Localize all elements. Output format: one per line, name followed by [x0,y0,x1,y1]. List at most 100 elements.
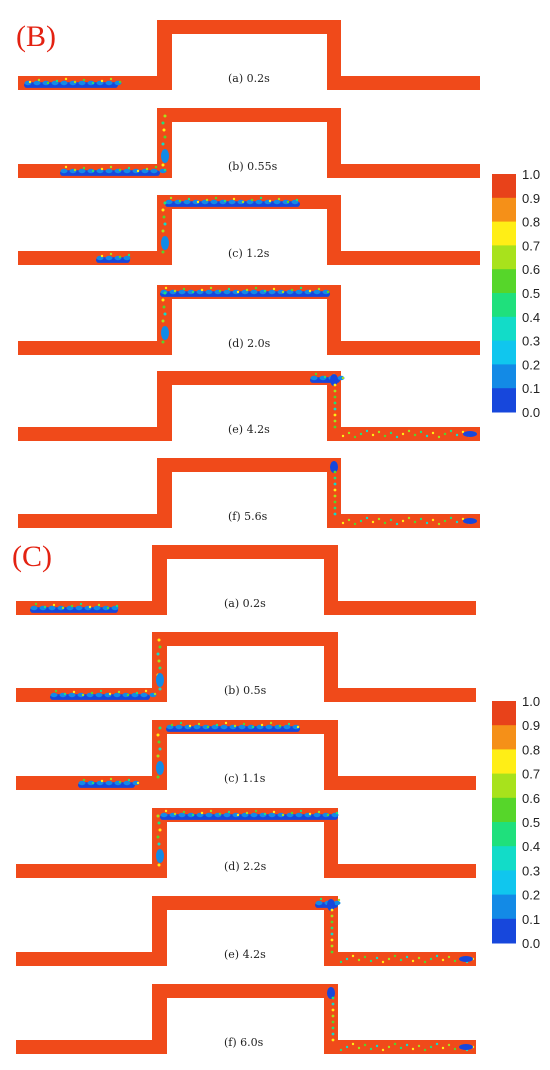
pipe-right-riser [324,896,338,966]
pipe-left-riser [157,285,172,355]
colorbar-tick: 0.0 [522,936,540,951]
gas-pocket-bottom [24,77,122,88]
gas-pocket-bottom [78,777,140,788]
colorbar-tick: 0.8 [522,215,540,230]
colorbar-tick: 0.3 [522,863,540,878]
pipe-left-riser [152,545,167,615]
frame-4: (d) 2.2s [16,808,476,878]
frame-caption: (e) 4.2s [228,423,270,436]
frame-1: (a) 0.2s [18,20,480,90]
gas-pocket-bottom [60,165,167,176]
colorbar-tick: 0.4 [522,839,540,854]
frame-caption: (d) 2.0s [228,337,271,350]
colorbar-tick: 0.4 [522,310,540,325]
colorbar-tick: 0.3 [522,334,540,349]
pipe-left-bar [18,427,172,441]
colorbar-segment [492,245,516,270]
colorbar-segment [492,364,516,389]
pipe-top-bar [152,632,338,646]
frame-caption: (d) 2.2s [224,860,267,873]
frame-1: (a) 0.2s [16,545,476,615]
frame-caption: (c) 1.2s [228,247,270,260]
colorbar-segment [492,870,516,896]
colorbar-segment [492,773,516,799]
colorbar-tick: 0.8 [522,742,540,757]
colorbar-tick: 0.7 [522,238,540,253]
colorbar-tick: 0.2 [522,357,540,372]
wall-bubbles-right [327,987,335,1042]
frame-6: (f) 5.6s [18,458,480,528]
pipe-left-riser [157,108,172,178]
colorbar-segment [492,701,516,726]
pipe-right-bar [327,76,480,90]
frame-6: (f) 6.0s [16,984,476,1054]
pipe-left-riser [152,896,167,966]
pipe-right-riser [327,195,341,265]
frame-5: (e) 4.2s [18,371,480,441]
frame-caption: (c) 1.1s [224,772,266,785]
pipe-right-riser [324,808,338,878]
colorbar-segment [492,822,516,847]
pipe-top-bar [157,371,341,385]
pipe-left-riser [157,20,172,90]
frame-5: (e) 4.2s [16,896,476,966]
colorbar-tick: 1.0 [522,167,540,182]
gas-pocket-top [166,721,300,732]
frame-caption: (b) 0.5s [224,684,267,697]
pipe-left-bar [16,1040,166,1054]
wall-bubbles-left [156,638,164,691]
pipe-right-bar [327,251,480,265]
pipe-left-riser [152,984,167,1054]
colorbar-tick: 0.7 [522,767,540,782]
colorbar-segment [492,894,516,920]
figure-label: (B) [16,20,56,53]
gas-pocket-bottom [50,689,157,700]
pipe-right-bar [327,164,480,178]
frame-caption: (a) 0.2s [224,597,266,610]
dispersed-bubbles [339,1042,475,1052]
frame-caption: (e) 4.2s [224,948,266,961]
colorbar-tick: 0.2 [522,888,540,903]
colorbar: 1.0 0.9 0.8 0.7 0.6 0.5 0.4 0.3 0.2 0.1 0.0 [492,167,540,420]
pipe-right-riser [327,108,341,178]
pipe-right-bar [324,601,476,615]
colorbar-segment [492,797,516,823]
pipe-top-bar [152,896,338,910]
pipe-right-riser [327,371,341,441]
pipe-right-riser [327,20,341,90]
frame-2: (b) 0.55s [18,108,480,178]
gas-pocket-top [160,809,339,820]
pipe-left-bar [18,251,172,265]
colorbar-tick: 1.0 [522,694,540,709]
pipe-right-riser [324,984,338,1054]
pipe-right-riser [324,720,338,790]
colorbar-segment [492,918,516,944]
frame-caption: (b) 0.55s [228,160,278,173]
pipe-right-bar [327,341,480,355]
colorbar-tick: 0.5 [522,286,540,301]
pipe-top-bar [152,545,338,559]
colorbar-tick: 0.5 [522,815,540,830]
pipe-top-bar [157,20,341,34]
pipe-right-bar [324,688,476,702]
pipe-left-bar [16,952,166,966]
pipe-right-riser [327,285,341,355]
frame-2: (b) 0.5s [16,632,476,702]
wall-bubbles-left [156,726,164,779]
frame-4: (d) 2.0s [18,285,480,355]
frame-caption: (f) 5.6s [228,510,268,523]
pipe-right-riser [327,458,341,528]
pipe-right-bar [324,776,476,790]
colorbar-segment [492,846,516,871]
colorbar-tick: 0.1 [522,912,540,927]
colorbar-segment [492,174,516,199]
pipe-left-bar [18,514,172,528]
pipe-top-bar [152,984,338,998]
wall-bubbles-right [327,899,335,954]
frame-caption: (f) 6.0s [224,1036,264,1049]
colorbar-tick: 0.1 [522,381,540,396]
colorbar-tick: 0.0 [522,405,540,420]
pipe-right-bar [324,864,476,878]
gas-pocket-bottom [30,602,119,613]
